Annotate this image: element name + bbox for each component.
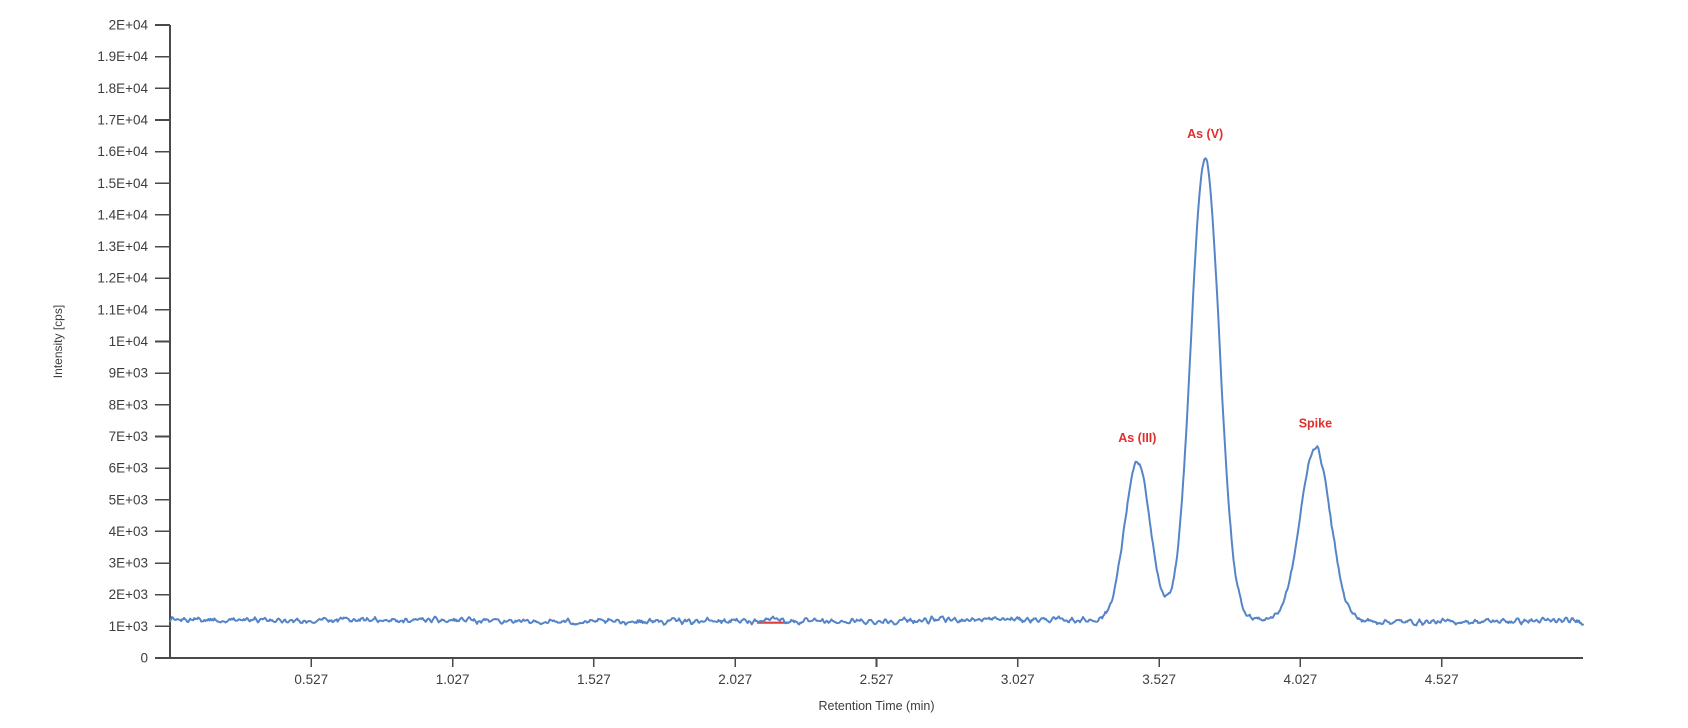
x-tick-label: 3.527: [1142, 672, 1176, 687]
chromatogram-trace: [169, 157, 1584, 627]
y-tick-label: 2E+03: [109, 587, 148, 602]
y-tick-label: 8E+03: [109, 397, 148, 412]
y-tick-label: 1E+03: [109, 619, 148, 634]
y-tick-label: 5E+03: [109, 492, 148, 507]
y-tick-label: 1E+04: [109, 334, 149, 349]
x-tick-label: 4.527: [1425, 672, 1459, 687]
x-tick-label: 1.027: [436, 672, 470, 687]
y-tick-label: 4E+03: [109, 524, 148, 539]
y-tick-label: 1.7E+04: [97, 112, 148, 127]
peak-label-as-v: As (V): [1187, 127, 1223, 141]
y-tick-label: 1.9E+04: [97, 49, 148, 64]
x-tick-label: 2.527: [860, 672, 894, 687]
y-tick-label: 1.4E+04: [97, 207, 148, 222]
y-tick-label: 1.1E+04: [97, 302, 148, 317]
axes: [169, 25, 1583, 659]
y-tick-label: 1.5E+04: [97, 176, 148, 191]
y-tick-label: 3E+03: [109, 556, 148, 571]
y-tick-label: 1.2E+04: [97, 271, 148, 286]
x-axis-ticks: 0.527 1.027 1.527 2.027 2.527 3.027 3.527 4.027…: [294, 658, 1459, 687]
y-tick-label: 1.8E+04: [97, 81, 148, 96]
y-tick-label: 6E+03: [109, 461, 148, 476]
x-tick-label: 1.527: [577, 672, 611, 687]
y-tick-label: 7E+03: [109, 429, 148, 444]
y-axis-ticks: 0 1E+03 2E+03 3E+03 4E+03 5E+03 6E+03 7E+03 8E+0…: [97, 18, 170, 666]
y-tick-label: 9E+03: [109, 366, 148, 381]
x-tick-label: 4.027: [1284, 672, 1318, 687]
peak-label-as-iii: As (III): [1118, 431, 1156, 445]
y-tick-label: 1.3E+04: [97, 239, 148, 254]
y-tick-label: 0: [140, 651, 148, 666]
x-axis-title: Retention Time (min): [818, 699, 934, 713]
peak-label-spike: Spike: [1299, 417, 1332, 431]
x-tick-label: 2.027: [718, 672, 752, 687]
x-tick-label: 0.527: [294, 672, 328, 687]
y-tick-label: 2E+04: [109, 18, 149, 33]
x-tick-label: 3.027: [1001, 672, 1035, 687]
y-tick-label: 1.6E+04: [97, 144, 148, 159]
peak-labels: As (III) As (V) Spike: [1118, 127, 1332, 445]
y-axis-title: Intensity [cps]: [51, 305, 65, 378]
